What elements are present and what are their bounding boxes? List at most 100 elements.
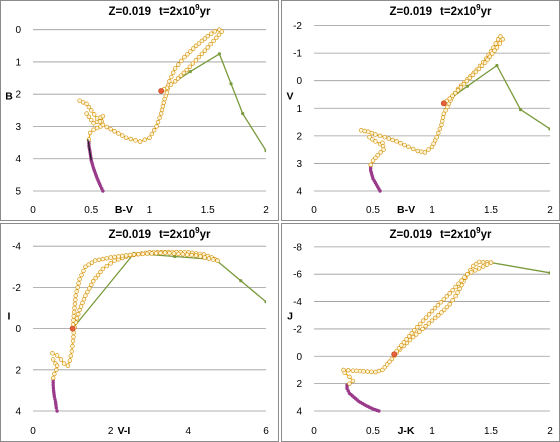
isochrone-point xyxy=(432,315,438,321)
isochrone-point xyxy=(453,293,458,299)
chart-title: Z=0.019 t=2x109yr xyxy=(390,3,493,18)
turnoff-hook-point xyxy=(54,367,59,372)
panel-frame xyxy=(281,0,560,221)
isochrone-point xyxy=(494,45,500,50)
isochrone-point xyxy=(426,147,431,152)
isochrone-point xyxy=(380,367,385,373)
return-track-point xyxy=(420,318,426,323)
isochrone-point xyxy=(160,104,166,109)
isochrone-point xyxy=(50,351,55,356)
title-t: t=2x10 xyxy=(159,229,195,241)
isochrone-point xyxy=(85,289,90,295)
turnoff-hook-point xyxy=(91,121,96,126)
x-tick-label: 1 xyxy=(429,426,435,437)
isochrone-point xyxy=(199,38,205,44)
lower-ms-point xyxy=(101,189,105,193)
isochrone-point xyxy=(70,338,76,344)
isochrone-point xyxy=(461,81,467,87)
lower-ms-point xyxy=(377,409,381,413)
title-z: Z=0.019 xyxy=(109,6,152,18)
return-track-point xyxy=(74,289,79,294)
return-track-point xyxy=(123,253,129,258)
title-t: t=2x10 xyxy=(159,6,195,18)
isochrone-point xyxy=(476,66,482,72)
isochrone-point xyxy=(123,135,129,140)
isochrone-point xyxy=(419,149,424,154)
giant-branch-point xyxy=(188,70,192,74)
isochrone-point xyxy=(434,135,439,140)
isochrone-point xyxy=(354,368,359,374)
data-layer xyxy=(341,259,550,413)
isochrone-point xyxy=(151,128,157,133)
y-tick-label: 4 xyxy=(15,407,21,418)
isochrone-point xyxy=(80,100,86,105)
y-tick-label: 2 xyxy=(296,379,302,390)
turnoff-hook-point xyxy=(91,127,96,132)
x-tick-label: 0 xyxy=(311,426,317,437)
giant-branch-point xyxy=(495,63,499,68)
isochrone-point xyxy=(437,126,443,132)
isochrone-point xyxy=(147,135,152,140)
isochrone-point xyxy=(362,128,367,134)
isochrone-point xyxy=(94,116,100,121)
y-tick-label: 2 xyxy=(15,90,21,101)
isochrone-point xyxy=(487,54,493,59)
isochrone-point xyxy=(346,368,351,373)
data-layer xyxy=(359,34,550,193)
y-axis-label: I xyxy=(8,311,11,323)
isochrone-point xyxy=(81,297,87,302)
y-axis-label: J xyxy=(287,311,293,323)
turnoff-hook-point xyxy=(368,162,373,167)
isochrone-point xyxy=(447,302,452,307)
isochrone-point xyxy=(89,282,94,288)
isochrone-point xyxy=(365,369,370,374)
isochrone-point xyxy=(482,60,488,65)
isochrone-point xyxy=(212,29,217,34)
isochrone-point xyxy=(157,115,162,121)
return-track-point xyxy=(158,250,163,256)
x-tick-label: 4 xyxy=(186,426,192,437)
lower-ms-point xyxy=(378,189,382,193)
title-exponent: 9 xyxy=(476,226,481,235)
y-tick-label: 4 xyxy=(296,407,302,418)
return-track-point xyxy=(100,256,106,262)
isochrone-point xyxy=(112,258,117,263)
isochrone-point xyxy=(93,275,98,281)
isochrone-point xyxy=(89,108,94,113)
isochrone-point xyxy=(158,111,164,116)
isochrone-point xyxy=(389,356,395,362)
title-unit: yr xyxy=(481,229,492,241)
isochrone-point xyxy=(211,38,216,44)
return-track-point xyxy=(450,287,455,293)
isochrone-point xyxy=(67,358,73,363)
y-tick-label: -2 xyxy=(293,324,302,335)
isochrone-point xyxy=(394,139,399,144)
title-z: Z=0.019 xyxy=(390,229,433,241)
isochrone-point xyxy=(474,261,479,267)
isochrone-point xyxy=(382,135,387,140)
isochrone-point xyxy=(120,133,125,138)
isochrone-point xyxy=(161,100,166,105)
isochrone-point xyxy=(415,148,421,154)
isochrone-point xyxy=(179,58,184,64)
return-track-point xyxy=(477,266,482,271)
isochrone-point xyxy=(357,368,363,374)
return-track-point xyxy=(423,315,429,320)
data-layer xyxy=(50,249,266,413)
x-tick-label: 1.5 xyxy=(201,205,215,216)
isochrone-point xyxy=(447,96,452,101)
isochrone-point xyxy=(498,34,503,39)
title-unit: yr xyxy=(481,6,492,18)
isochrone-point xyxy=(182,54,187,60)
x-tick-label: 1 xyxy=(147,205,153,216)
return-track-point xyxy=(89,260,95,265)
return-track-point xyxy=(447,291,452,296)
return-track-point xyxy=(83,264,88,269)
giant-branch-point xyxy=(548,271,550,275)
return-track-point xyxy=(404,337,409,342)
isochrone-point xyxy=(387,359,392,364)
return-track-point xyxy=(189,252,194,258)
return-track-point xyxy=(131,252,137,257)
isochrone-point xyxy=(77,98,82,103)
giant-branch-point xyxy=(241,111,245,116)
